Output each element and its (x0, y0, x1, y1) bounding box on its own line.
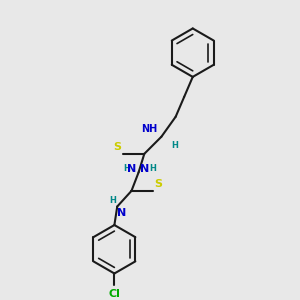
Text: N: N (117, 208, 126, 218)
Text: H: H (171, 141, 178, 150)
Text: H: H (109, 196, 116, 205)
Text: NH: NH (141, 124, 157, 134)
Text: N: N (127, 164, 136, 175)
Text: N: N (140, 164, 149, 175)
Text: S: S (154, 179, 162, 189)
Text: H: H (149, 164, 156, 172)
Text: Cl: Cl (108, 289, 120, 299)
Text: S: S (113, 142, 122, 152)
Text: H: H (123, 164, 130, 172)
